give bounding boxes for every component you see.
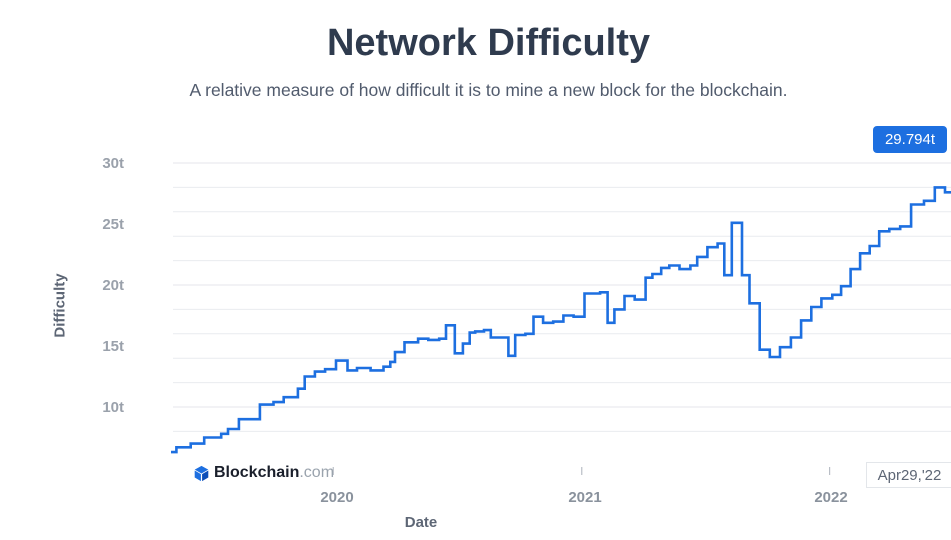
chart-subtitle: A relative measure of how difficult it i… xyxy=(189,80,788,100)
brand-logo[interactable]: Blockchain .com xyxy=(193,464,334,482)
x-axis-label: Date xyxy=(404,514,438,531)
date-tooltip-badge: Apr29,'22 xyxy=(866,462,951,488)
y-tick-label-30t: 30t xyxy=(102,155,124,172)
x-tick-marks xyxy=(332,467,831,475)
x-tick-label-2021: 2021 xyxy=(568,489,602,506)
y-tick-label-25t: 25t xyxy=(102,216,124,233)
y-tick-label-10t: 10t xyxy=(102,399,124,416)
grid-lines xyxy=(173,162,951,432)
y-tick-label-15t: 15t xyxy=(102,338,124,355)
chart-title: Network Difficulty xyxy=(326,22,651,64)
brand-name: Blockchain xyxy=(214,464,300,481)
y-tick-label-20t: 20t xyxy=(102,277,124,294)
x-tick-label-2020: 2020 xyxy=(320,489,354,506)
value-tooltip-badge: 29.794t xyxy=(873,126,947,153)
brand-domain: .com xyxy=(299,464,335,481)
series-line-network-difficulty[interactable] xyxy=(171,166,951,454)
blockchain-cube-icon xyxy=(194,465,209,481)
x-tick-label-2022: 2022 xyxy=(814,489,848,506)
